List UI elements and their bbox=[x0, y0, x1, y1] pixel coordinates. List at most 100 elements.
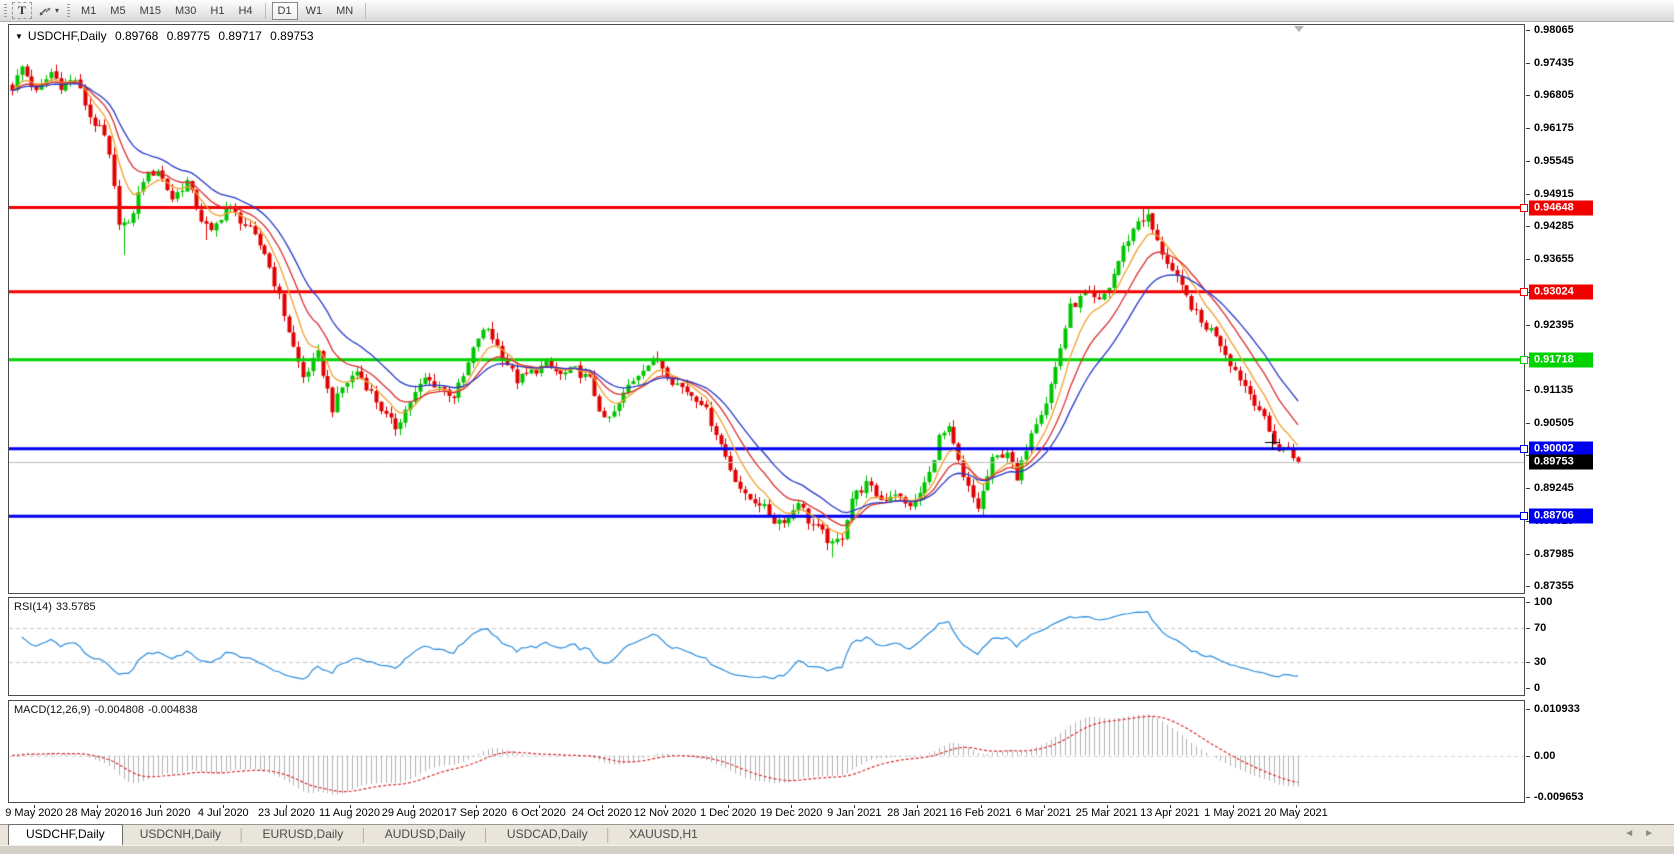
toolbar-grip bbox=[4, 3, 7, 18]
toolbar-separator bbox=[264, 2, 266, 19]
timeframe-button-h4[interactable]: H4 bbox=[232, 2, 258, 20]
tab-xauusd-h1[interactable]: XAUUSD,H1 bbox=[629, 827, 698, 841]
tab-audusd-daily[interactable]: AUDUSD,Daily bbox=[384, 827, 466, 841]
date-axis[interactable]: 9 May 2020 28 May 2020 16 Jun 2020 4 Jul 20… bbox=[5, 805, 1525, 822]
price-tick-label: 0.97435 bbox=[1534, 56, 1574, 69]
macd-tick-label: 0.010933 bbox=[1534, 702, 1580, 715]
date-label: 16 Jun 2020 bbox=[129, 807, 191, 819]
text-tool-button[interactable]: T bbox=[12, 2, 32, 19]
price-axis[interactable]: 0.98065 0.97435 0.96805 0.96175 0.95545 0.949… bbox=[1520, 0, 1674, 824]
tab-usdcnh-daily[interactable]: USDCNH,Daily bbox=[139, 827, 222, 841]
timeframe-button-d1[interactable]: D1 bbox=[271, 1, 298, 20]
tab-separator: │ bbox=[604, 828, 613, 842]
price-tick-mark bbox=[1526, 193, 1530, 195]
date-tick-mark bbox=[349, 805, 351, 808]
timeframe-button-m1[interactable]: M1 bbox=[75, 2, 102, 20]
price-tick-mark bbox=[1526, 553, 1530, 555]
status-strip bbox=[0, 845, 1674, 854]
price-tick-label: 0.94285 bbox=[1534, 220, 1574, 233]
rsi-value: 33.5785 bbox=[55, 601, 96, 613]
quote-open: 0.89768 bbox=[114, 29, 159, 43]
date-label: 13 Apr 2021 bbox=[1140, 807, 1200, 819]
rsi-indicator-label: RSI(14) 33.5785 bbox=[14, 601, 100, 613]
level-box-square bbox=[1520, 287, 1528, 296]
price-tick-mark bbox=[1526, 226, 1530, 228]
timeframe-button-m5[interactable]: M5 bbox=[104, 2, 131, 20]
arrange-tool-button[interactable]: ▾ bbox=[34, 2, 62, 20]
date-label: 23 Jul 2020 bbox=[257, 807, 315, 819]
tab-usdchf-daily[interactable]: USDCHF,Daily bbox=[8, 824, 123, 845]
top-toolbar: T ▾ M1 M5 M15 M30 H1 H4 D1 W1 MN bbox=[0, 0, 1674, 22]
price-tick-label: 0.93655 bbox=[1534, 253, 1574, 266]
tab-eurusd-daily[interactable]: EURUSD,Daily bbox=[262, 827, 344, 841]
date-label: 9 Jan 2021 bbox=[827, 807, 882, 819]
date-tick-mark bbox=[917, 805, 919, 808]
price-tick-mark bbox=[1526, 488, 1530, 490]
timeframe-button-h1[interactable]: H1 bbox=[204, 2, 230, 20]
level-price-box: 0.94648 bbox=[1529, 200, 1593, 215]
macd-name: MACD(12,26,9) bbox=[14, 704, 91, 716]
price-tick-mark bbox=[1526, 291, 1530, 293]
timeframe-button-m30[interactable]: M30 bbox=[169, 2, 202, 20]
macd-canvas[interactable] bbox=[9, 701, 1524, 802]
price-tick-label: 0.95545 bbox=[1534, 154, 1574, 167]
date-label: 24 Oct 2020 bbox=[571, 807, 632, 819]
arrange-arrows-icon bbox=[39, 7, 51, 15]
tabs-scroll-left-button[interactable]: ◄ bbox=[1624, 828, 1645, 839]
price-chart-canvas[interactable] bbox=[9, 25, 1524, 593]
price-tick-label: 0.96175 bbox=[1534, 122, 1574, 135]
chart-collapse-arrow-icon[interactable]: ▼ bbox=[15, 32, 23, 41]
tabs-scroll-right-button[interactable]: ► bbox=[1644, 828, 1664, 839]
date-label: 12 Nov 2020 bbox=[633, 807, 697, 819]
price-tick-label: 0.96805 bbox=[1534, 89, 1574, 102]
main-chart-pane: ▼ USDCHF,Daily 0.89768 0.89775 0.89717 0.… bbox=[8, 24, 1525, 594]
tab-usdcad-daily[interactable]: USDCAD,Daily bbox=[506, 827, 588, 841]
date-tick-mark bbox=[1043, 805, 1045, 808]
macd-pane: MACD(12,26,9) -0.004808 -0.004838 bbox=[8, 700, 1525, 803]
date-tick-mark bbox=[412, 805, 414, 808]
timeframe-button-m15[interactable]: M15 bbox=[134, 2, 167, 20]
timeframe-button-w1[interactable]: W1 bbox=[300, 2, 329, 20]
level-price-box: 0.91718 bbox=[1529, 352, 1593, 368]
toolbar-grip-2 bbox=[67, 3, 71, 18]
chart-shift-marker-icon[interactable] bbox=[1294, 26, 1304, 32]
macd-tick-label: -0.009653 bbox=[1534, 790, 1584, 803]
date-tick-mark bbox=[286, 805, 288, 808]
date-tick-mark bbox=[223, 805, 225, 808]
tab-separator: │ bbox=[360, 828, 368, 842]
timeframe-button-group: M1 M5 M15 M30 H1 H4 D1 W1 MN bbox=[74, 1, 371, 20]
quote-close: 0.89753 bbox=[270, 29, 314, 43]
date-tick-mark bbox=[1106, 805, 1108, 808]
price-tick-mark bbox=[1526, 357, 1530, 359]
price-tick-mark bbox=[1526, 390, 1530, 391]
price-tick-mark bbox=[1526, 324, 1530, 326]
rsi-canvas[interactable] bbox=[9, 598, 1524, 695]
tab-scroll-arrows: ◄► bbox=[1624, 828, 1664, 839]
chart-symbol-label: USDCHF,Daily bbox=[27, 29, 107, 43]
price-tick-label: 0.89245 bbox=[1534, 482, 1574, 495]
date-label: 9 May 2020 bbox=[5, 807, 63, 819]
date-tick-mark bbox=[601, 805, 603, 808]
current-price-box: 0.89753 bbox=[1529, 454, 1593, 470]
price-tick-label: 0.98065 bbox=[1534, 24, 1574, 36]
date-label: 4 Jul 2020 bbox=[197, 807, 249, 819]
date-label: 1 May 2021 bbox=[1204, 807, 1262, 819]
price-tick-label: 0.90505 bbox=[1534, 416, 1574, 429]
rsi-name: RSI(14) bbox=[14, 601, 52, 613]
macd-tick-mark bbox=[1526, 708, 1530, 710]
date-label: 1 Dec 2020 bbox=[699, 807, 757, 819]
date-tick-mark bbox=[728, 805, 730, 808]
date-label: 6 Oct 2020 bbox=[511, 807, 566, 819]
date-label: 16 Feb 2021 bbox=[949, 807, 1012, 819]
quote-high: 0.89775 bbox=[166, 29, 211, 43]
macd-tick-label: 0.00 bbox=[1534, 749, 1556, 762]
date-tick-mark bbox=[538, 805, 540, 808]
level-box-square bbox=[1520, 444, 1528, 453]
rsi-tick-mark bbox=[1526, 602, 1530, 603]
rsi-tick-mark bbox=[1526, 662, 1530, 664]
timeframe-button-mn[interactable]: MN bbox=[330, 2, 359, 20]
chart-title-bar: ▼ USDCHF,Daily 0.89768 0.89775 0.89717 0.… bbox=[15, 29, 319, 43]
date-label: 20 May 2021 bbox=[1264, 807, 1328, 819]
dropdown-caret-icon: ▾ bbox=[55, 6, 60, 15]
date-tick-mark bbox=[34, 805, 35, 808]
